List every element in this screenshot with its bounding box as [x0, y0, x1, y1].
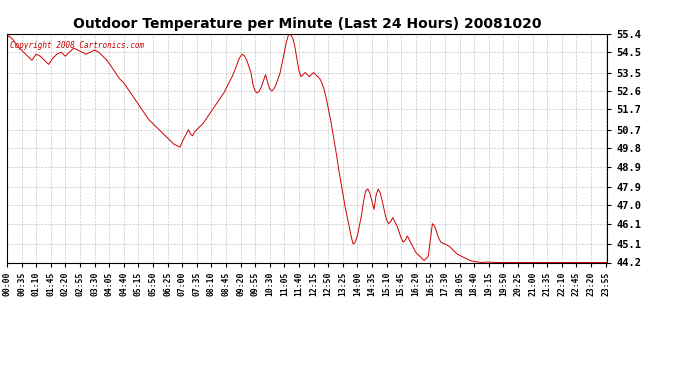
Title: Outdoor Temperature per Minute (Last 24 Hours) 20081020: Outdoor Temperature per Minute (Last 24 …	[73, 17, 541, 31]
Text: Copyright 2008 Cartronics.com: Copyright 2008 Cartronics.com	[10, 40, 144, 50]
